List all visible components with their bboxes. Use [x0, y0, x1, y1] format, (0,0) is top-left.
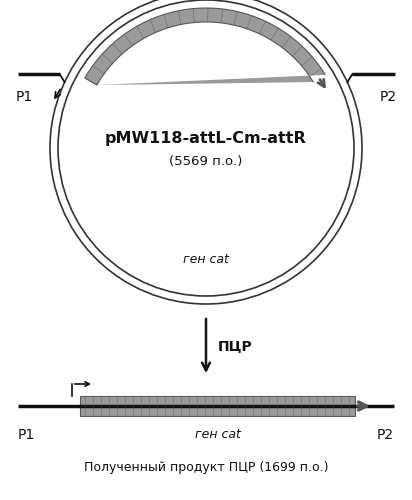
Text: ген cat: ген cat — [183, 253, 229, 266]
Text: P1: P1 — [18, 428, 35, 442]
Text: P2: P2 — [380, 90, 397, 104]
Text: ПЦР: ПЦР — [218, 339, 253, 353]
Text: pMW118-attL-Cm-attR: pMW118-attL-Cm-attR — [105, 130, 307, 146]
Text: P2: P2 — [377, 428, 394, 442]
Polygon shape — [80, 396, 355, 416]
Text: P1: P1 — [16, 90, 33, 104]
Text: Полученный продукт ПЦР (1699 п.о.): Полученный продукт ПЦР (1699 п.о.) — [84, 461, 328, 474]
Text: (5569 п.о.): (5569 п.о.) — [169, 156, 243, 168]
Text: ген cat: ген cat — [194, 428, 241, 441]
